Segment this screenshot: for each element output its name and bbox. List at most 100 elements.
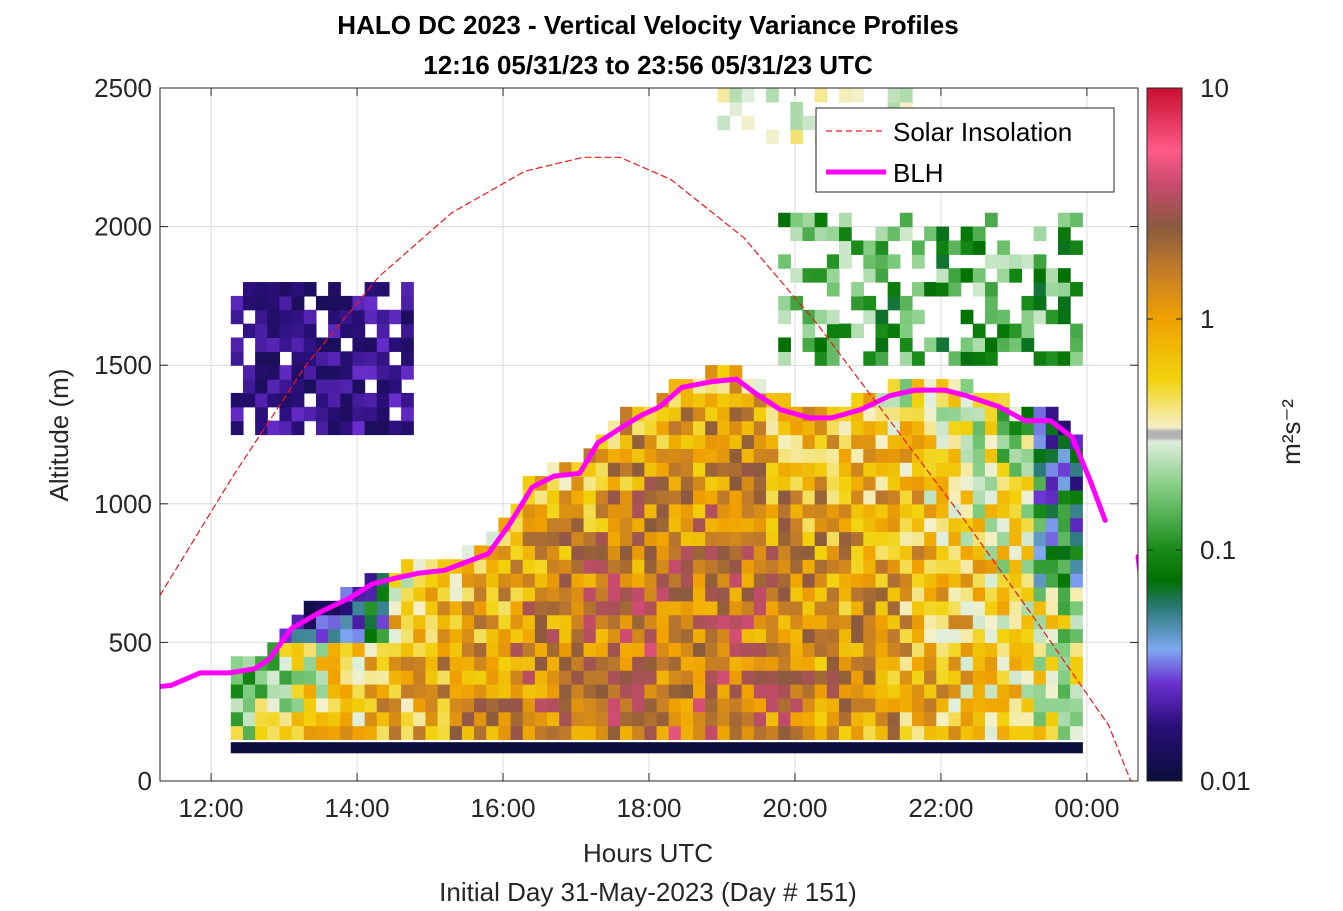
heatmap-cell [790, 545, 804, 560]
heatmap-cell [632, 725, 645, 741]
heatmap-cell [887, 379, 901, 394]
heatmap-cell [1070, 725, 1083, 741]
heatmap-cell [851, 670, 864, 685]
heatmap-cell [255, 295, 268, 311]
heatmap-cell [1021, 683, 1035, 699]
heatmap-cell [863, 656, 877, 671]
heatmap-cell [766, 670, 779, 685]
heatmap-cell [972, 282, 986, 297]
heatmap-cell [1045, 656, 1059, 671]
heatmap-cell [279, 309, 293, 325]
heatmap-cell [559, 531, 572, 546]
heatmap-cell [826, 462, 840, 477]
heatmap-cell [401, 406, 414, 422]
heatmap-cell [644, 531, 658, 546]
heatmap-cell [802, 517, 816, 533]
heatmap-cell [826, 268, 840, 283]
heatmap-cell [1009, 531, 1023, 546]
heatmap-cell [863, 254, 877, 269]
heatmap-cell [255, 309, 268, 325]
heatmap-cell [230, 392, 244, 408]
heatmap-cell [522, 614, 536, 630]
heatmap-cell [486, 697, 500, 713]
heatmap-cell [766, 531, 779, 546]
heatmap-cell [401, 392, 414, 408]
heatmap-cell [486, 742, 500, 754]
heatmap-cell [583, 656, 597, 671]
heatmap-cell [1070, 240, 1083, 255]
heatmap-cell [802, 573, 816, 588]
heatmap-cell [948, 642, 962, 657]
heatmap-cell [802, 212, 816, 228]
heatmap-cell [875, 697, 889, 713]
heatmap-cell [948, 586, 962, 602]
heatmap-cell [887, 642, 901, 657]
heatmap-cell [741, 545, 755, 560]
heatmap-cell [230, 337, 244, 352]
heatmap-cell [766, 420, 779, 436]
heatmap-cell [279, 282, 293, 297]
heatmap-cell [717, 545, 731, 560]
colorbar-label: m²s⁻² [1276, 399, 1306, 465]
heatmap-cell [1021, 711, 1035, 727]
heatmap-cell [267, 420, 281, 436]
heatmap-cell [547, 683, 560, 699]
heatmap-cell [656, 517, 670, 533]
heatmap-cell [1021, 337, 1035, 352]
heatmap-cell [790, 503, 804, 519]
heatmap-cell [924, 628, 937, 643]
heatmap-cell [766, 573, 779, 588]
heatmap-cell [607, 545, 621, 560]
heatmap-cell [924, 642, 937, 657]
heatmap-cell [632, 683, 645, 699]
heatmap-cell [948, 531, 962, 546]
heatmap-cell [413, 628, 427, 643]
heatmap-cell [741, 517, 755, 533]
heatmap-cell [984, 614, 998, 630]
heatmap-cell [851, 586, 864, 602]
heatmap-cell [814, 489, 828, 505]
heatmap-cell [376, 309, 390, 325]
heatmap-cell [814, 628, 828, 643]
heatmap-cell [839, 531, 852, 546]
heatmap-cell [717, 531, 731, 546]
heatmap-cell [498, 697, 512, 713]
heatmap-cell [255, 683, 268, 699]
heatmap-cell [230, 420, 244, 436]
heatmap-cell [559, 725, 572, 741]
heatmap-cell [668, 503, 682, 519]
colorbar-tick-label: 0.1 [1200, 535, 1236, 565]
heatmap-cell [607, 656, 621, 671]
heatmap-cell [644, 489, 658, 505]
heatmap-cell [887, 420, 901, 436]
variance-heatmap [230, 88, 1083, 754]
heatmap-cell [802, 268, 816, 283]
heatmap-cell [425, 697, 439, 713]
heatmap-cell [1070, 489, 1083, 505]
heatmap-cell [632, 462, 645, 477]
heatmap-cell [401, 670, 414, 685]
heatmap-cell [595, 586, 609, 602]
heatmap-cell [620, 642, 633, 657]
heatmap-cell [1033, 742, 1047, 754]
heatmap-cell [693, 406, 706, 422]
heatmap-cell [814, 683, 828, 699]
footer-text: Initial Day 31-May-2023 (Day # 151) [439, 877, 857, 907]
heatmap-cell [522, 586, 536, 602]
heatmap-cell [656, 489, 670, 505]
heatmap-cell [972, 656, 986, 671]
heatmap-cell [863, 434, 877, 449]
heatmap-cell [826, 323, 840, 339]
heatmap-cell [340, 711, 354, 727]
blh-line [160, 376, 1108, 689]
heatmap-cell [401, 711, 414, 727]
heatmap-cell [948, 614, 962, 630]
heatmap-cell [790, 420, 804, 436]
heatmap-cell [984, 628, 998, 643]
heatmap-cell [595, 559, 609, 574]
heatmap-cell [924, 670, 937, 685]
heatmap-cell [1033, 295, 1047, 311]
heatmap-cell [826, 531, 840, 546]
heatmap-cell [364, 337, 378, 352]
heatmap-cell [984, 670, 998, 685]
